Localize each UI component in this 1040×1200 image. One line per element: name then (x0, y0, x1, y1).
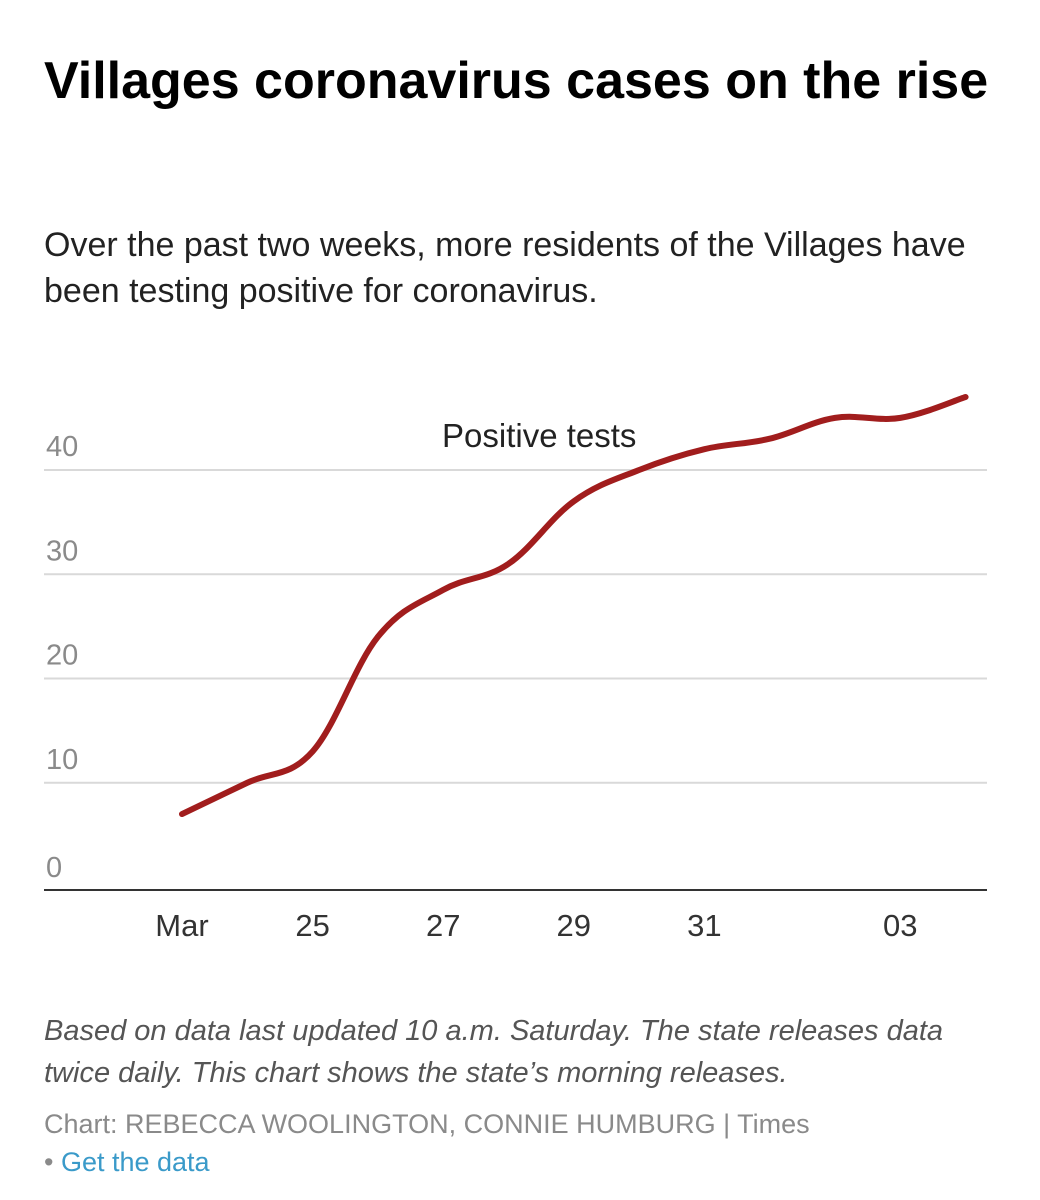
series-label: Positive tests (442, 417, 636, 454)
chart-title: Villages coronavirus cases on the rise (44, 52, 989, 110)
x-tick-label: 03 (883, 908, 917, 943)
x-tick-label: Mar (155, 908, 208, 943)
chart-notes: Based on data last updated 10 a.m. Satur… (44, 1015, 944, 1089)
y-tick-label: 30 (46, 535, 78, 567)
x-tick-label: 31 (687, 908, 721, 943)
chart-credit: Chart: REBECCA WOOLINGTON, CONNIE HUMBUR… (44, 1109, 810, 1139)
get-the-data-link[interactable]: Get the data (60, 1147, 210, 1177)
x-tick-label: 29 (557, 908, 591, 943)
series-layer: Positive tests (179, 394, 969, 818)
y-axis-ticks: 0 10 20 30 40 (46, 431, 78, 884)
x-tick-label: 27 (426, 908, 460, 943)
chart-subtitle: Over the past two weeks, more residents … (44, 226, 966, 310)
gridlines (44, 469, 987, 784)
y-tick-label: 40 (46, 431, 78, 463)
y-tick-label: 20 (46, 640, 78, 672)
bullet-icon: • (44, 1147, 54, 1177)
x-tick-label: 25 (295, 908, 329, 943)
series-line-positive-tests (179, 394, 969, 818)
x-axis-ticks: Mar 25 27 29 31 03 (155, 908, 917, 943)
line-chart: 0 10 20 30 40 Mar 25 27 29 31 03 Positive tests (44, 394, 987, 943)
y-tick-label: 0 (46, 852, 62, 884)
get-data-row: • Get the data (44, 1144, 210, 1180)
y-tick-label: 10 (46, 744, 78, 776)
